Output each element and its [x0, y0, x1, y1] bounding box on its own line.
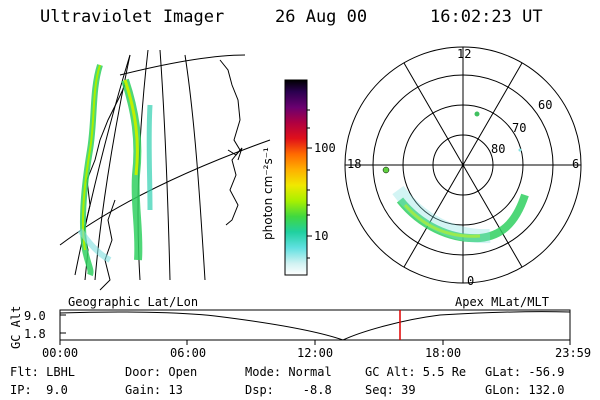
timeline-xtick-0000: 00:00	[42, 346, 79, 360]
colorbar-tick-100: 100	[314, 141, 336, 155]
colorbar-tick-10: 10	[314, 229, 329, 243]
timeline-xtick-1800: 18:00	[425, 346, 462, 360]
mlt-label-6: 6	[572, 157, 580, 171]
gain-readout: Gain: 13	[125, 383, 183, 397]
map-aurora	[77, 64, 153, 277]
colorbar-ticks	[307, 109, 312, 259]
polar-plot	[344, 46, 582, 284]
timeline-ylabel: GC Alt	[9, 305, 23, 349]
polar-aurora	[382, 111, 529, 244]
seq-readout: Seq: 39	[365, 383, 416, 397]
timeline-ytick-9: 9.0	[24, 309, 46, 323]
timeline-xtick-2359: 23:59	[555, 346, 592, 360]
geographic-map	[59, 49, 271, 291]
date-label: 26 Aug 00	[275, 7, 368, 27]
time-label: 16:02:23 UT	[430, 7, 543, 27]
ip-readout: IP: 9.0	[10, 383, 68, 397]
dsp-readout: Dsp: -8.8	[245, 383, 332, 397]
colorbar-unit-label: photon cm⁻²s⁻¹	[261, 147, 275, 240]
glat-readout: GLat: -56.9	[485, 365, 565, 379]
glon-readout: GLon: 132.0	[485, 383, 565, 397]
filter-readout: Flt: LBHL	[10, 365, 76, 379]
colorbar	[284, 79, 308, 276]
mlt-label-18: 18	[347, 157, 362, 171]
instrument-title: Ultraviolet Imager	[40, 7, 225, 27]
lat-label-80: 80	[491, 142, 506, 156]
lat-label-70: 70	[512, 121, 527, 135]
mode-readout: Mode: Normal	[245, 365, 332, 379]
gc-alt-readout: GC Alt: 5.5 Re	[365, 365, 467, 379]
lat-label-60: 60	[538, 98, 553, 112]
timeline-plot	[59, 309, 571, 345]
timeline-ytick-1: 1.8	[24, 327, 46, 341]
timeline-xtick-1200: 12:00	[297, 346, 334, 360]
timeline-xtick-0600: 06:00	[170, 346, 207, 360]
timeline-left-title: Geographic Lat/Lon	[68, 295, 199, 309]
timeline-right-title: Apex MLat/MLT	[455, 295, 549, 309]
mlt-label-0: 0	[467, 274, 475, 288]
door-readout: Door: Open	[125, 365, 198, 379]
mlt-label-12: 12	[457, 47, 472, 61]
